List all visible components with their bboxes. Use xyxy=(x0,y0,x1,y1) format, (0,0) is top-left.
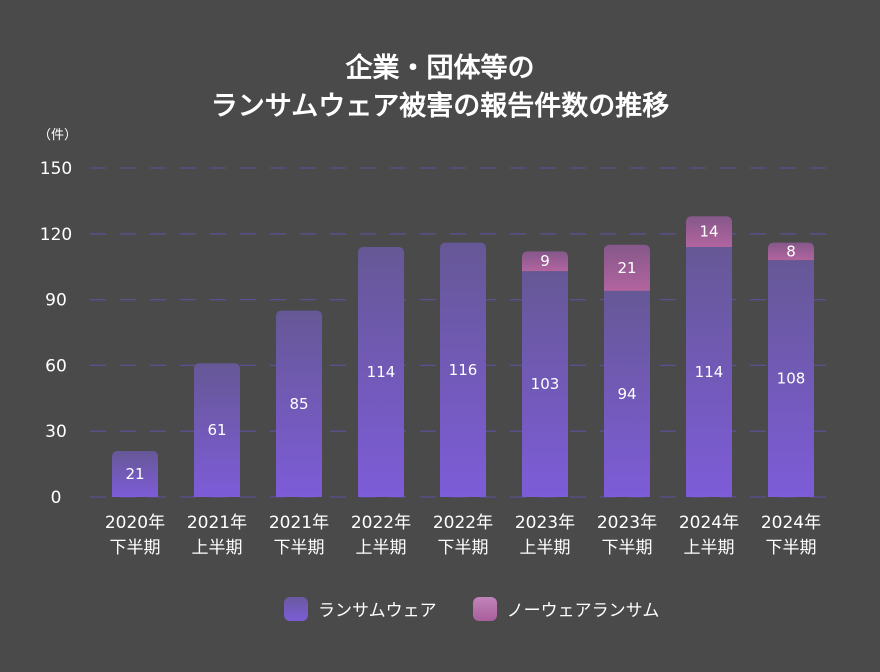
bar-ransomware xyxy=(358,246,404,497)
bar-ransomware xyxy=(112,450,158,497)
chart-title-line-2: ランサムウェア被害の報告件数の推移 xyxy=(210,91,670,122)
x-tick-label-half: 下半期 xyxy=(602,538,653,558)
x-tick-label-year: 2020年 xyxy=(105,513,165,533)
bar-noware xyxy=(522,251,568,272)
y-tick-label: 30 xyxy=(45,422,67,442)
x-tick-label-half: 下半期 xyxy=(438,538,489,558)
x-tick-label-year: 2023年 xyxy=(515,513,575,533)
legend-label-noware: ノーウェアランサム xyxy=(506,601,660,621)
x-tick-label-half: 下半期 xyxy=(110,538,161,558)
legend-swatch-ransomware xyxy=(284,596,308,621)
data-label-noware: 9 xyxy=(540,252,550,270)
x-tick-label-half: 下半期 xyxy=(274,538,325,558)
data-label-ransomware: 116 xyxy=(449,361,478,379)
x-tick-label-half: 下半期 xyxy=(766,538,817,558)
bar-ransomware xyxy=(686,246,732,497)
legend-label-ransomware: ランサムウェア xyxy=(318,601,437,621)
data-label-noware: 21 xyxy=(617,259,636,277)
bar-ransomware xyxy=(276,310,322,497)
y-tick-label: 90 xyxy=(45,291,67,311)
data-label-ransomware: 94 xyxy=(617,385,636,403)
bar-noware xyxy=(604,244,650,291)
bar-noware xyxy=(686,216,732,247)
bar-ransomware xyxy=(604,290,650,497)
data-label-ransomware: 103 xyxy=(531,375,560,393)
x-tick-label-half: 上半期 xyxy=(684,538,735,558)
y-tick-label: 120 xyxy=(40,225,72,245)
bar-ransomware xyxy=(440,242,486,497)
bar-noware xyxy=(768,242,814,261)
data-label-ransomware: 108 xyxy=(777,370,806,388)
x-tick-label-year: 2024年 xyxy=(761,513,821,533)
y-tick-label: 60 xyxy=(45,356,67,376)
bar-ransomware xyxy=(768,260,814,497)
x-tick-label-half: 上半期 xyxy=(520,538,571,558)
x-tick-label-year: 2023年 xyxy=(597,513,657,533)
legend-item-ransomware: ランサムウェア xyxy=(284,596,437,621)
data-label-noware: 14 xyxy=(699,223,718,241)
x-tick-label-year: 2022年 xyxy=(351,513,411,533)
legend: ランサムウェア ノーウェアランサム xyxy=(284,596,695,621)
x-tick-label-year: 2021年 xyxy=(187,513,247,533)
bar-ransomware xyxy=(194,363,240,497)
chart-title: 企業・団体等の ランサムウェア被害の報告件数の推移 xyxy=(0,50,880,126)
x-tick-label-half: 上半期 xyxy=(192,538,243,558)
y-tick-label: 150 xyxy=(40,159,72,179)
x-tick-label-year: 2021年 xyxy=(269,513,329,533)
data-label-ransomware: 21 xyxy=(125,465,144,483)
bar-ransomware xyxy=(522,271,568,497)
y-tick-label: 0 xyxy=(51,488,62,508)
y-axis-unit: （件） xyxy=(38,128,77,143)
data-label-ransomware: 114 xyxy=(367,363,396,381)
data-label-ransomware: 85 xyxy=(289,395,308,413)
legend-swatch-noware xyxy=(472,596,497,621)
data-label-ransomware: 114 xyxy=(695,363,724,381)
data-label-noware: 8 xyxy=(786,242,796,260)
data-label-ransomware: 61 xyxy=(207,421,226,439)
x-tick-label-half: 上半期 xyxy=(356,538,407,558)
x-tick-label-year: 2022年 xyxy=(433,513,493,533)
legend-item-noware: ノーウェアランサム xyxy=(472,596,660,621)
x-tick-label-year: 2024年 xyxy=(679,513,739,533)
chart-title-line-1: 企業・団体等の xyxy=(345,53,535,84)
